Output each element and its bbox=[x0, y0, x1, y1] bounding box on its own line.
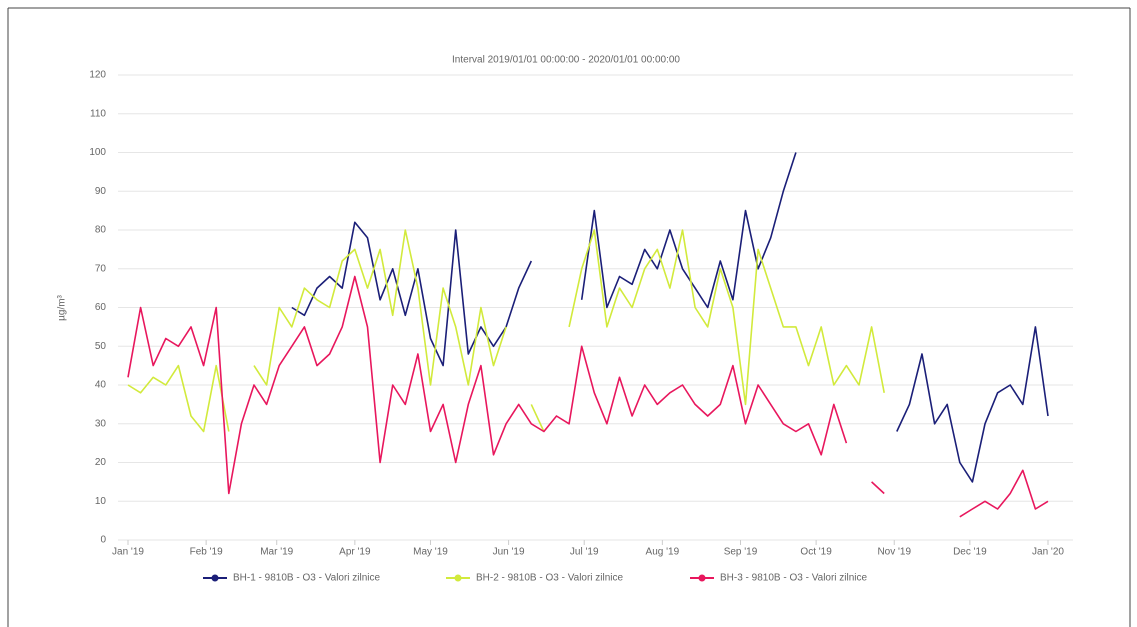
x-tick-label: May '19 bbox=[413, 547, 448, 558]
x-tick-label: Oct '19 bbox=[800, 547, 832, 558]
x-tick-label: Jan '20 bbox=[1032, 547, 1064, 558]
x-tick-label: Jun '19 bbox=[493, 547, 525, 558]
data-line bbox=[291, 152, 1049, 483]
y-tick-label: 90 bbox=[95, 186, 107, 197]
x-tick-label: Feb '19 bbox=[190, 547, 223, 558]
x-tick-label: Apr '19 bbox=[339, 547, 371, 558]
legend-label: BH-3 - 9810B - O3 - Valori zilnice bbox=[720, 573, 868, 584]
y-tick-label: 120 bbox=[89, 70, 106, 81]
data-line bbox=[127, 275, 1049, 518]
legend-marker bbox=[698, 574, 706, 582]
y-tick-label: 20 bbox=[95, 457, 107, 468]
y-tick-label: 110 bbox=[90, 108, 106, 119]
y-axis-label: µg/m³ bbox=[57, 294, 68, 320]
x-tick-label: Jul '19 bbox=[570, 547, 599, 558]
y-tick-label: 40 bbox=[95, 380, 107, 391]
chart-title: Interval 2019/01/01 00:00:00 - 2020/01/0… bbox=[452, 55, 680, 66]
y-tick-label: 80 bbox=[95, 225, 107, 236]
legend-label: BH-2 - 9810B - O3 - Valori zilnice bbox=[476, 573, 624, 584]
x-tick-label: Dec '19 bbox=[953, 547, 987, 558]
y-tick-label: 30 bbox=[95, 418, 107, 429]
legend-marker bbox=[211, 574, 219, 582]
y-tick-label: 100 bbox=[89, 147, 106, 158]
y-tick-label: 70 bbox=[95, 263, 107, 274]
x-tick-label: Sep '19 bbox=[724, 547, 758, 558]
y-tick-label: 50 bbox=[95, 341, 107, 352]
y-tick-label: 60 bbox=[95, 302, 107, 313]
y-tick-label: 0 bbox=[100, 535, 106, 546]
x-tick-label: Aug '19 bbox=[646, 547, 680, 558]
y-tick-label: 10 bbox=[95, 496, 107, 507]
x-tick-label: Mar '19 bbox=[260, 547, 293, 558]
x-tick-label: Jan '19 bbox=[112, 547, 144, 558]
legend-marker bbox=[454, 574, 462, 582]
legend-label: BH-1 - 9810B - O3 - Valori zilnice bbox=[233, 573, 381, 584]
data-line bbox=[127, 229, 885, 433]
x-tick-label: Nov '19 bbox=[877, 547, 911, 558]
